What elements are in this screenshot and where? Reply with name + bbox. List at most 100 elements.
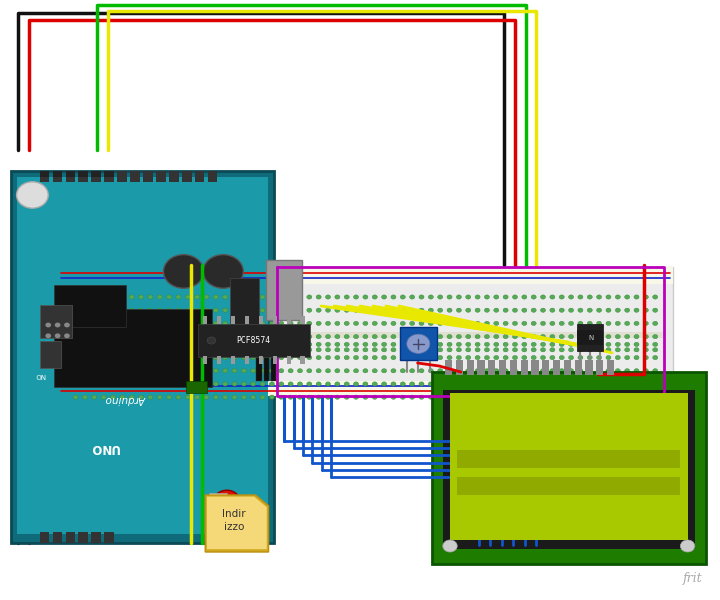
Circle shape — [45, 334, 51, 338]
Circle shape — [251, 347, 256, 352]
Circle shape — [391, 295, 396, 299]
Circle shape — [260, 382, 265, 386]
Circle shape — [485, 342, 490, 346]
Circle shape — [494, 355, 499, 359]
Circle shape — [625, 347, 630, 352]
Circle shape — [634, 382, 639, 386]
Circle shape — [185, 382, 190, 386]
Circle shape — [597, 368, 602, 373]
Circle shape — [522, 335, 527, 338]
Circle shape — [354, 321, 359, 325]
Circle shape — [569, 382, 574, 386]
Circle shape — [559, 335, 564, 338]
Circle shape — [82, 368, 87, 373]
Circle shape — [616, 347, 621, 352]
Circle shape — [269, 295, 274, 299]
Bar — [457, 477, 680, 495]
Circle shape — [354, 395, 359, 399]
Circle shape — [597, 295, 602, 299]
Circle shape — [625, 382, 630, 386]
Bar — [230, 316, 235, 324]
Circle shape — [522, 368, 527, 373]
Circle shape — [372, 295, 377, 299]
Circle shape — [166, 295, 171, 299]
Circle shape — [138, 368, 143, 373]
Bar — [273, 316, 277, 324]
Circle shape — [64, 334, 70, 338]
Circle shape — [110, 295, 115, 299]
Circle shape — [73, 368, 78, 373]
Polygon shape — [207, 496, 267, 550]
Circle shape — [541, 335, 546, 338]
Circle shape — [372, 308, 377, 312]
Circle shape — [260, 347, 265, 352]
Circle shape — [606, 395, 611, 399]
Circle shape — [475, 342, 480, 346]
Circle shape — [129, 382, 134, 386]
Bar — [11, 171, 274, 543]
Circle shape — [101, 347, 106, 352]
Circle shape — [307, 395, 312, 399]
Circle shape — [456, 321, 462, 325]
Circle shape — [428, 382, 433, 386]
Circle shape — [157, 368, 162, 373]
Circle shape — [166, 395, 171, 399]
Circle shape — [176, 395, 181, 399]
Circle shape — [466, 321, 471, 325]
Bar — [66, 171, 75, 182]
Circle shape — [625, 295, 630, 299]
Circle shape — [625, 321, 630, 325]
Bar — [553, 360, 560, 375]
Circle shape — [213, 295, 218, 299]
Circle shape — [541, 355, 546, 359]
Circle shape — [569, 295, 574, 299]
Circle shape — [157, 382, 162, 386]
Circle shape — [194, 335, 199, 338]
Bar — [91, 532, 101, 543]
Circle shape — [138, 347, 143, 352]
Circle shape — [260, 355, 265, 359]
Circle shape — [129, 342, 134, 346]
Circle shape — [176, 335, 181, 338]
Circle shape — [410, 335, 415, 338]
Circle shape — [475, 321, 480, 325]
Circle shape — [634, 321, 639, 325]
Bar — [510, 360, 517, 375]
Circle shape — [241, 368, 246, 373]
Circle shape — [597, 355, 602, 359]
Circle shape — [382, 295, 387, 299]
Text: Arduino: Arduino — [106, 394, 146, 404]
Circle shape — [382, 321, 387, 325]
Circle shape — [288, 382, 293, 386]
Circle shape — [578, 295, 583, 299]
Circle shape — [222, 368, 228, 373]
Circle shape — [391, 355, 396, 359]
Circle shape — [279, 382, 284, 386]
Circle shape — [260, 395, 265, 399]
Bar — [456, 360, 463, 375]
Circle shape — [541, 321, 546, 325]
Circle shape — [531, 347, 536, 352]
Circle shape — [120, 347, 125, 352]
Circle shape — [569, 368, 574, 373]
Bar — [53, 171, 62, 182]
Circle shape — [344, 321, 349, 325]
Circle shape — [419, 347, 424, 352]
Circle shape — [578, 308, 583, 312]
Circle shape — [213, 368, 218, 373]
Circle shape — [503, 295, 508, 299]
Circle shape — [438, 321, 443, 325]
Circle shape — [241, 321, 246, 325]
Circle shape — [325, 335, 330, 338]
Bar — [203, 316, 207, 324]
Circle shape — [269, 382, 274, 386]
Circle shape — [316, 308, 321, 312]
Circle shape — [166, 335, 171, 338]
Circle shape — [606, 321, 611, 325]
Circle shape — [157, 395, 162, 399]
Circle shape — [550, 321, 555, 325]
Circle shape — [82, 342, 87, 346]
Circle shape — [363, 335, 368, 338]
Circle shape — [513, 321, 518, 325]
Circle shape — [316, 347, 321, 352]
